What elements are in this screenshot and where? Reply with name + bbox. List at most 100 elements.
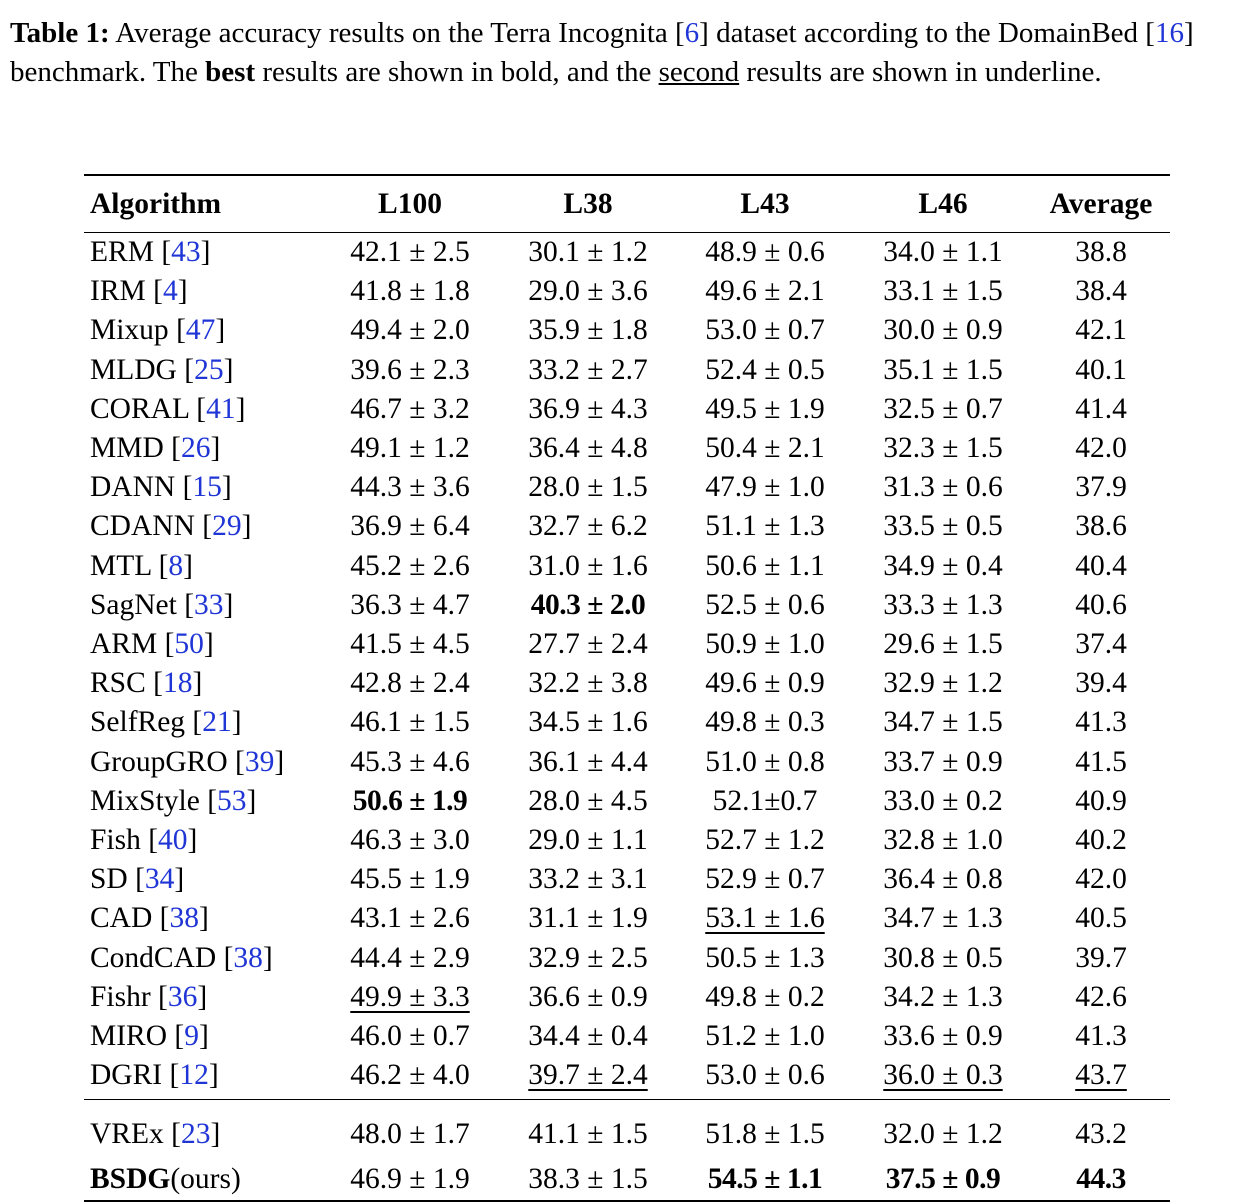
table-row: MixStyle [53] 50.6 ± 1.9 28.0 ± 4.5 52.1±0.… [84, 782, 1170, 821]
result-value: 39.6 ± 2.3 [350, 353, 470, 386]
result-cell: 41.5 [1032, 743, 1170, 782]
result-cell: 32.9 ± 1.2 [854, 664, 1032, 703]
result-value: 37.5 ± 0.9 [885, 1163, 1001, 1196]
algorithm-name: Fishr [90, 980, 151, 1013]
caption-text-3: ] benchmark. The [10, 17, 1194, 88]
result-value: 42.1 [1075, 314, 1127, 347]
citation-link[interactable]: 33 [194, 588, 224, 621]
citation-link[interactable]: 15 [192, 471, 222, 504]
result-cell: 33.1 ± 1.5 [854, 272, 1032, 311]
result-cell: 37.5 ± 0.9 [854, 1160, 1032, 1202]
result-value: 33.1 ± 1.5 [883, 275, 1003, 308]
result-value: 36.3 ± 4.7 [350, 588, 470, 621]
result-value: 34.9 ± 0.4 [883, 549, 1003, 582]
algorithm-cell: MMD [26] [90, 432, 221, 465]
result-cell: 31.3 ± 0.6 [854, 468, 1032, 507]
citation-link[interactable]: 38 [169, 902, 200, 935]
column-header-l43: L43 [740, 188, 790, 220]
result-value: 33.6 ± 0.9 [883, 1020, 1003, 1053]
citation-link[interactable]: 47 [185, 314, 216, 347]
citation-link[interactable]: 38 [233, 941, 263, 974]
citation-link[interactable]: 21 [202, 706, 232, 739]
result-cell: 47.9 ± 1.0 [676, 468, 854, 507]
citation-link[interactable]: 4 [162, 275, 178, 308]
algorithm-name: SD [90, 863, 128, 896]
result-value: 50.6 ± 1.1 [705, 549, 825, 582]
citation-link[interactable]: 9 [184, 1020, 199, 1053]
result-value: 45.5 ± 1.9 [350, 863, 470, 896]
table-row: SD [34] 45.5 ± 1.9 33.2 ± 3.1 52.9 ± 0.7 36.… [84, 860, 1170, 899]
result-value: 46.7 ± 3.2 [350, 392, 470, 425]
result-cell: 46.2 ± 4.0 [320, 1056, 500, 1100]
algorithm-name: CORAL [90, 392, 189, 425]
citation-link[interactable]: 23 [180, 1118, 211, 1151]
citation-link[interactable]: 29 [212, 510, 242, 543]
table-row: DANN [15] 44.3 ± 3.6 28.0 ± 1.5 47.9 ± 1.0 3… [84, 468, 1170, 507]
result-cell: 36.4 ± 0.8 [854, 860, 1032, 899]
result-value: 40.6 [1075, 588, 1127, 621]
citation-link[interactable]: 41 [206, 392, 236, 425]
citation-link[interactable]: 50 [174, 628, 204, 661]
result-value: 43.1 ± 2.6 [350, 902, 470, 935]
result-cell: 33.2 ± 2.7 [500, 351, 676, 390]
results-table: Algorithm L100 L38 L43 L46 Average ERM [… [84, 174, 1170, 1202]
result-cell: 49.8 ± 0.3 [676, 703, 854, 742]
citation-link[interactable]: 43 [171, 236, 201, 268]
citation-link[interactable]: 36 [167, 980, 198, 1013]
column-header-l38: L38 [563, 188, 613, 220]
citation-link[interactable]: 8 [168, 549, 184, 582]
result-value: 35.1 ± 1.5 [883, 353, 1003, 386]
result-cell: 28.0 ± 1.5 [500, 468, 676, 507]
algorithm-cell: IRM [4] [90, 275, 188, 308]
table-row: DGRI [12] 46.2 ± 4.0 39.7 ± 2.4 53.0 ± 0.6 3… [84, 1056, 1170, 1100]
result-cell: 43.1 ± 2.6 [320, 899, 500, 938]
table-row: CondCAD [38] 44.4 ± 2.9 32.9 ± 2.5 50.5 ± 1… [84, 939, 1170, 978]
algorithm-cell: MixStyle [53] [90, 784, 257, 817]
result-cell: 35.9 ± 1.8 [500, 311, 676, 350]
result-value: 33.7 ± 0.9 [883, 745, 1003, 778]
result-cell: 32.0 ± 1.2 [854, 1099, 1032, 1161]
citation-link[interactable]: 40 [158, 824, 188, 857]
result-cell: 41.8 ± 1.8 [320, 272, 500, 311]
table-row: CAD [38] 43.1 ± 2.6 31.1 ± 1.9 53.1 ± 1.6 34… [84, 899, 1170, 938]
algorithm-cell: ARM [50] [90, 628, 214, 661]
result-value: 44.4 ± 2.9 [350, 941, 470, 974]
table-row: MMD [26] 49.1 ± 1.2 36.4 ± 4.8 50.4 ± 2.1 32… [84, 429, 1170, 468]
result-cell: 38.8 [1032, 233, 1170, 273]
result-cell: 29.6 ± 1.5 [854, 625, 1032, 664]
result-cell: 46.1 ± 1.5 [320, 703, 500, 742]
citation-link[interactable]: 12 [179, 1059, 209, 1092]
result-value: 32.0 ± 1.2 [883, 1118, 1003, 1151]
result-cell: 41.3 [1032, 703, 1170, 742]
result-cell: 53.0 ± 0.6 [676, 1056, 854, 1100]
result-cell: 31.0 ± 1.6 [500, 547, 676, 586]
result-cell: 52.7 ± 1.2 [676, 821, 854, 860]
result-cell: 39.6 ± 2.3 [320, 351, 500, 390]
algorithm-cell: CondCAD [38] [90, 941, 273, 974]
algorithm-name: DANN [90, 471, 176, 504]
citation-link[interactable]: 39 [244, 745, 275, 778]
result-cell: 40.6 [1032, 586, 1170, 625]
result-cell: 31.1 ± 1.9 [500, 899, 676, 938]
result-value: 45.2 ± 2.6 [350, 549, 470, 582]
result-value: 42.0 [1075, 432, 1127, 465]
citation-link[interactable]: 25 [194, 353, 224, 386]
algorithm-cell: MIRO [9] [90, 1020, 209, 1053]
result-value: 39.7 [1075, 941, 1127, 974]
result-cell: 40.5 [1032, 899, 1170, 938]
caption-text-4: results are shown in bold, and the [255, 56, 659, 88]
result-value: 29.0 ± 1.1 [528, 824, 648, 857]
result-cell: 34.0 ± 1.1 [854, 233, 1032, 273]
citation-link[interactable]: 26 [180, 432, 211, 465]
algorithm-name: ERM [90, 236, 154, 268]
citation-link-dataset[interactable]: 6 [684, 17, 700, 49]
citation-link[interactable]: 18 [162, 667, 193, 700]
result-value: 53.0 ± 0.7 [705, 314, 825, 347]
table-row: RSC [18] 42.8 ± 2.4 32.2 ± 3.8 49.6 ± 0.9 32… [84, 664, 1170, 703]
result-value: 52.4 ± 0.5 [705, 353, 825, 386]
citation-link[interactable]: 53 [217, 784, 247, 817]
result-cell: 42.0 [1032, 429, 1170, 468]
result-cell: 34.7 ± 1.3 [854, 899, 1032, 938]
citation-link[interactable]: 34 [144, 863, 175, 896]
citation-link-benchmark[interactable]: 16 [1154, 17, 1184, 49]
